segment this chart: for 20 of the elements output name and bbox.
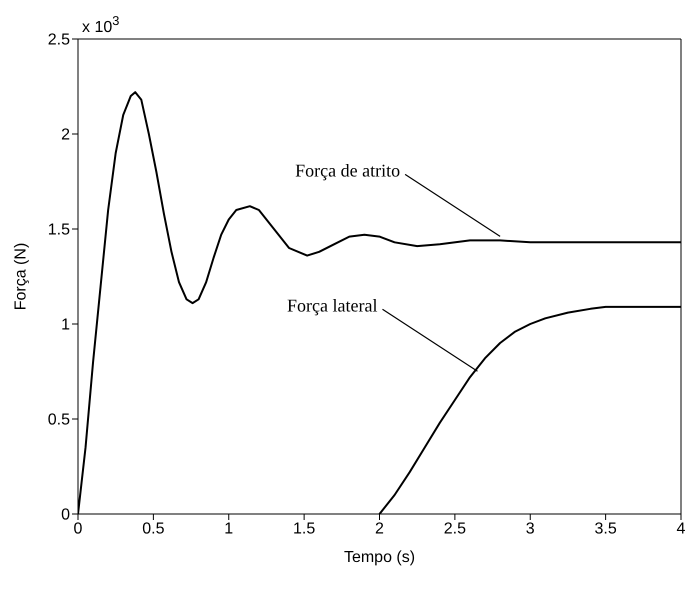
y-tick-label: 0 xyxy=(61,506,70,524)
x-axis-title: Tempo (s) xyxy=(344,549,416,566)
x-tick-label: 2 xyxy=(375,520,384,538)
x-tick-label: 0.5 xyxy=(142,520,165,538)
annotation: Força de atrito xyxy=(295,160,400,180)
x-tick-label: 4 xyxy=(676,520,686,538)
text: x 10$^{3}$ xyxy=(82,12,120,36)
x-tick-label: 1.5 xyxy=(293,520,316,538)
x-tick-label: 2.5 xyxy=(444,520,466,538)
y-tick-label: 0.5 xyxy=(48,412,70,429)
y-tick-label: 2 xyxy=(61,126,70,144)
x-tick-label: 3.5 xyxy=(594,520,617,538)
x-tick-label: 3 xyxy=(526,520,535,538)
x-tick-label: 0 xyxy=(74,520,83,538)
x-tick-label: 1 xyxy=(224,520,234,538)
annotation: Força lateral xyxy=(287,295,378,316)
y-tick-label: 1 xyxy=(61,316,70,334)
y-axis-title: Força (N) xyxy=(12,242,30,310)
y-tick-label: 2.5 xyxy=(48,32,70,49)
y-tick-label: 1.5 xyxy=(48,222,70,239)
